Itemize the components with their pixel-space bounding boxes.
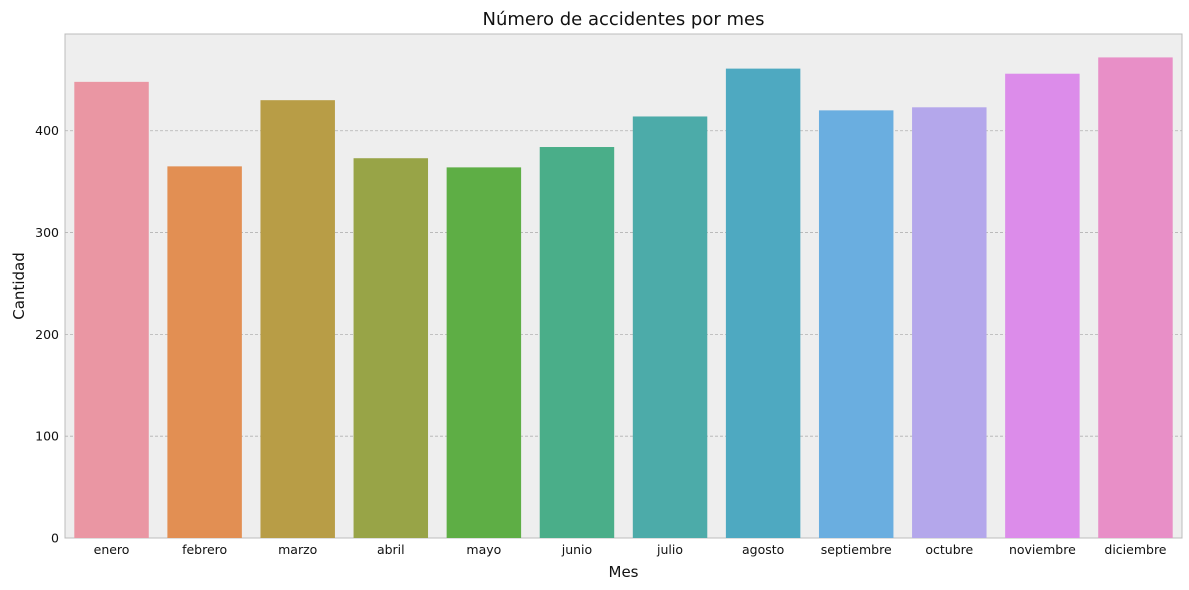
y-tick-label: 200 bbox=[35, 327, 59, 342]
bar-septiembre bbox=[818, 110, 894, 538]
y-axis-label: Cantidad bbox=[10, 252, 28, 319]
x-tick-label: julio bbox=[656, 542, 683, 557]
x-tick-label: diciembre bbox=[1104, 542, 1166, 557]
x-tick-label: febrero bbox=[182, 542, 227, 557]
bar-enero bbox=[74, 81, 149, 538]
x-axis-label: Mes bbox=[609, 563, 639, 581]
y-tick-label: 300 bbox=[35, 225, 59, 240]
x-tick-label: agosto bbox=[742, 542, 784, 557]
x-tick-label: marzo bbox=[278, 542, 317, 557]
bar-octubre bbox=[912, 107, 987, 539]
bar-agosto bbox=[725, 68, 801, 539]
y-tick-label: 400 bbox=[35, 123, 59, 138]
bar-diciembre bbox=[1098, 57, 1173, 538]
bar-julio bbox=[632, 116, 708, 539]
y-axis-ticks: 0 100 200 300 400 bbox=[35, 123, 59, 545]
plot-area bbox=[64, 33, 1183, 539]
x-axis-ticks: enero febrero marzo abril mayo junio julio agos… bbox=[94, 542, 1167, 557]
x-tick-label: junio bbox=[561, 542, 592, 557]
bar-mayo bbox=[446, 167, 522, 538]
bar-marzo bbox=[260, 100, 335, 538]
x-tick-label: enero bbox=[94, 542, 130, 557]
x-tick-label: mayo bbox=[466, 542, 501, 557]
bar-febrero bbox=[167, 166, 242, 538]
bar-noviembre bbox=[1005, 73, 1080, 538]
y-tick-label: 0 bbox=[51, 531, 59, 546]
x-tick-label: octubre bbox=[925, 542, 973, 557]
chart-title: Número de accidentes por mes bbox=[483, 9, 765, 30]
gridlines bbox=[65, 130, 1182, 437]
x-tick-label: septiembre bbox=[821, 542, 892, 557]
bar-junio bbox=[539, 147, 615, 538]
bars bbox=[74, 57, 1173, 539]
y-tick-label: 100 bbox=[35, 429, 59, 444]
x-tick-label: abril bbox=[377, 542, 405, 557]
x-tick-label: noviembre bbox=[1009, 542, 1076, 557]
bar-abril bbox=[353, 158, 429, 538]
